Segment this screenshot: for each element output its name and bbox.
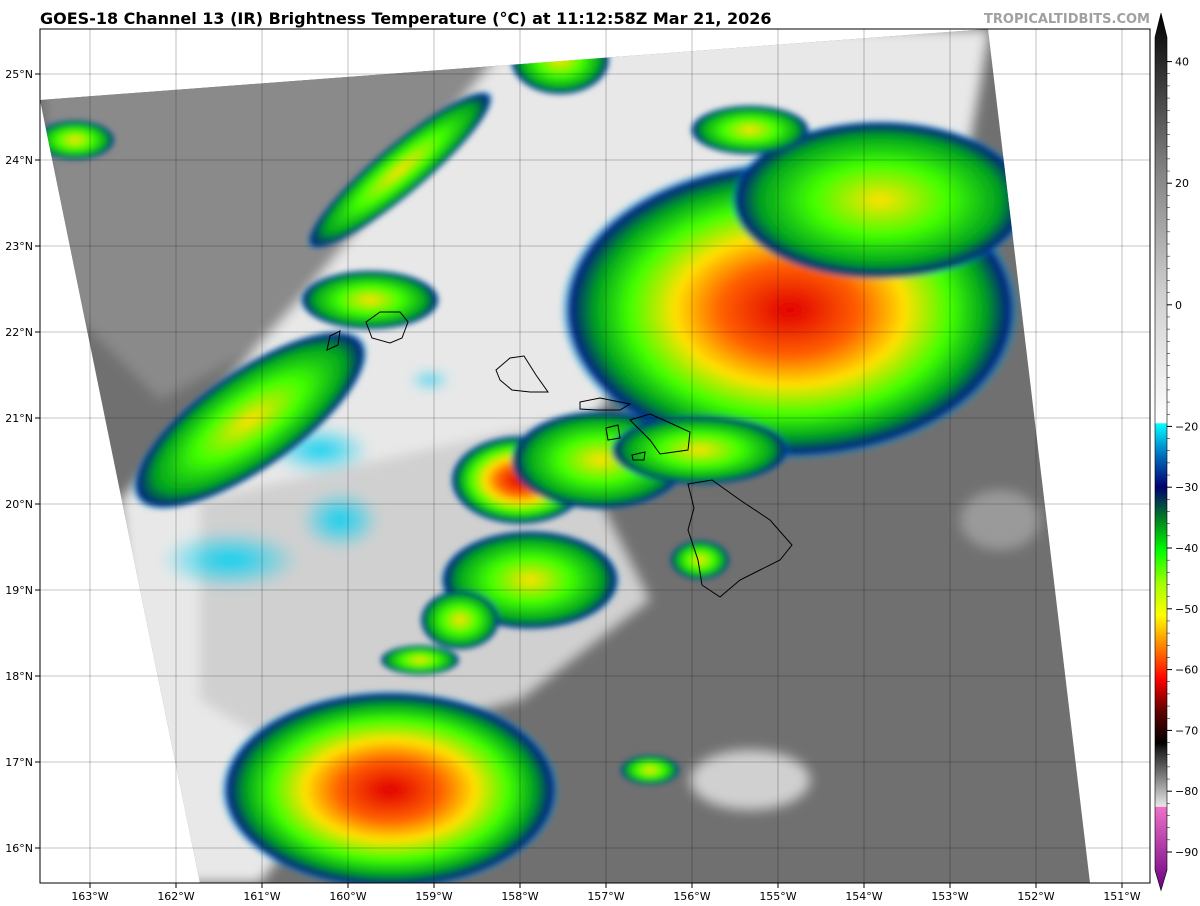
- colorbar-tick-label: −30: [1175, 481, 1198, 494]
- molokai-coastline: [579, 397, 632, 411]
- lon-tick-label: 161°W: [243, 890, 280, 903]
- colorbar-tick-label: 40: [1175, 56, 1189, 69]
- convective-clouds: [40, 29, 1030, 883]
- lat-tick-label: 24°N: [5, 154, 33, 167]
- oahu-coastline: [495, 355, 549, 393]
- colorbar-tick-label: 20: [1175, 177, 1189, 190]
- lon-tick-label: 151°W: [1103, 890, 1140, 903]
- colorbar-tick-label: −60: [1175, 664, 1198, 677]
- lon-tick-label: 160°W: [329, 890, 366, 903]
- lat-tick-label: 17°N: [5, 756, 33, 769]
- colorbar-tick-label: −20: [1175, 420, 1198, 433]
- colorbar-tick-label: −40: [1175, 542, 1198, 555]
- graticule: [40, 29, 1150, 883]
- colorbar-tick-label: −80: [1175, 785, 1198, 798]
- lat-tick-label: 20°N: [5, 498, 33, 511]
- kauai-coastline: [365, 311, 409, 344]
- colorbar-scale: [1154, 13, 1168, 892]
- colorbar-tick-label: −90: [1175, 846, 1198, 859]
- colorbar-tick-label: −70: [1175, 724, 1198, 737]
- colorbar: 40 20 0 −20 −30 −40 −50 −60 −70 −80 −90: [1154, 13, 1198, 892]
- lat-tick-label: 23°N: [5, 240, 33, 253]
- lon-tick-label: 158°W: [501, 890, 538, 903]
- lon-tick-label: 154°W: [845, 890, 882, 903]
- plot-frame: [39, 28, 1151, 884]
- lat-tick-label: 19°N: [5, 584, 33, 597]
- lon-tick-label: 155°W: [759, 890, 796, 903]
- lanai-coastline: [605, 424, 621, 441]
- coastlines: [326, 311, 793, 598]
- lat-tick-label: 21°N: [5, 412, 33, 425]
- lat-tick-label: 22°N: [5, 326, 33, 339]
- colorbar-tick-label: 0: [1175, 299, 1182, 312]
- map-title: GOES-18 Channel 13 (IR) Brightness Tempe…: [40, 9, 772, 28]
- lon-tick-label: 157°W: [587, 890, 624, 903]
- lon-tick-label: 156°W: [673, 890, 710, 903]
- longitude-axis: 163°W 162°W 161°W 160°W 159°W 158°W 157°W 156°W…: [71, 883, 1141, 903]
- lon-tick-label: 162°W: [157, 890, 194, 903]
- lon-tick-label: 153°W: [931, 890, 968, 903]
- brand-watermark: TROPICALTIDBITS.COM: [984, 12, 1150, 27]
- colorbar-tick-label: −50: [1175, 603, 1198, 616]
- lon-tick-label: 152°W: [1017, 890, 1054, 903]
- lon-tick-label: 159°W: [415, 890, 452, 903]
- lat-tick-label: 25°N: [5, 68, 33, 81]
- lat-tick-label: 16°N: [5, 842, 33, 855]
- latitude-axis: 25°N 24°N 23°N 22°N 21°N 20°N 19°N 18°N 17°N 16°N: [5, 68, 40, 855]
- niihau-coastline: [326, 330, 341, 351]
- lon-tick-label: 163°W: [71, 890, 108, 903]
- maui-coastline: [629, 413, 691, 455]
- lat-tick-label: 18°N: [5, 670, 33, 683]
- hawaii-big-island-coastline: [687, 479, 793, 598]
- kahoolawe-coastline: [631, 451, 646, 461]
